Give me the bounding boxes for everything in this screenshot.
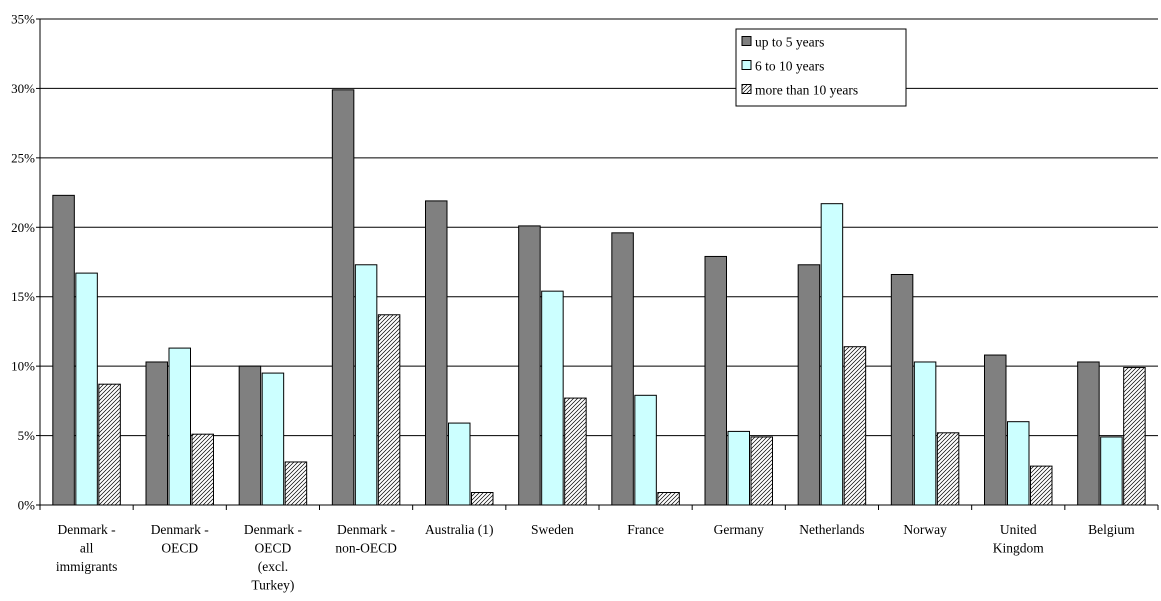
y-tick-label: 35% <box>11 12 35 27</box>
legend-box <box>735 28 907 107</box>
x-category-label: Denmark -non-OECD <box>335 522 397 556</box>
bar <box>1030 465 1053 506</box>
legend-label: more than 10 years <box>755 83 858 98</box>
bar <box>354 264 378 506</box>
bar <box>634 394 657 506</box>
y-tick-label: 25% <box>11 150 35 165</box>
bar <box>261 372 285 506</box>
bar <box>704 255 727 506</box>
bar <box>1077 361 1100 506</box>
bars <box>52 89 1146 506</box>
legend-swatch <box>741 36 752 46</box>
y-tick-label: 10% <box>11 359 35 374</box>
bar <box>471 492 494 506</box>
legend: up to 5 years 6 to 10 years more than 10 y… <box>735 28 907 107</box>
bar <box>1123 367 1146 506</box>
x-category-label: Germany <box>714 522 764 537</box>
axes <box>36 18 1159 510</box>
bar <box>797 264 821 506</box>
y-tick-label: 5% <box>18 428 36 443</box>
bar <box>820 203 844 506</box>
x-category-label: France <box>627 522 664 537</box>
bar <box>843 346 867 506</box>
legend-label: 6 to 10 years <box>755 59 824 74</box>
bar <box>191 433 214 506</box>
x-category-label: Netherlands <box>799 522 864 537</box>
bar <box>936 432 960 506</box>
gridlines <box>40 18 1158 437</box>
bar <box>657 492 680 506</box>
bar <box>145 361 168 506</box>
bar <box>238 365 262 506</box>
x-category-label: Sweden <box>531 522 574 537</box>
bar <box>284 461 308 506</box>
bar <box>984 354 1007 506</box>
bar <box>331 89 355 506</box>
bar <box>913 361 937 506</box>
x-axis-category-labels: Denmark -all immigrants Denmark -OECD Denma… <box>56 522 1135 593</box>
bar <box>541 290 564 506</box>
x-category-label: Australia (1) <box>425 522 494 537</box>
bar <box>98 383 121 506</box>
bar <box>377 314 401 506</box>
x-category-label: Denmark -OECD <box>151 522 210 556</box>
bar <box>168 347 191 506</box>
legend-swatch <box>741 84 752 94</box>
y-tick-label: 20% <box>11 220 35 235</box>
y-tick-label: 30% <box>11 81 35 96</box>
bar <box>890 273 914 506</box>
bar <box>564 397 587 506</box>
bar <box>727 430 750 506</box>
bar <box>611 232 634 506</box>
x-category-label: Denmark -OECD (excl. Turkey) <box>244 522 303 593</box>
legend-label: up to 5 years <box>755 35 824 50</box>
bar <box>750 436 773 506</box>
y-tick-label: 0% <box>18 498 36 513</box>
x-category-label: Norway <box>903 522 947 537</box>
bar <box>1100 436 1123 506</box>
y-tick-label: 15% <box>11 289 35 304</box>
bar <box>518 225 541 506</box>
bar <box>75 272 98 506</box>
x-category-label: United Kingdom <box>993 522 1045 556</box>
x-category-label: Belgium <box>1088 522 1135 537</box>
bar <box>425 200 448 506</box>
bar <box>1007 421 1030 506</box>
bar <box>448 422 471 506</box>
x-category-label: Denmark -all immigrants <box>56 522 118 574</box>
y-axis-tick-labels: 0% 5% 10% 15% 20% 25% 30% 35% <box>11 12 35 513</box>
bar <box>52 194 75 506</box>
legend-swatch <box>741 60 752 70</box>
